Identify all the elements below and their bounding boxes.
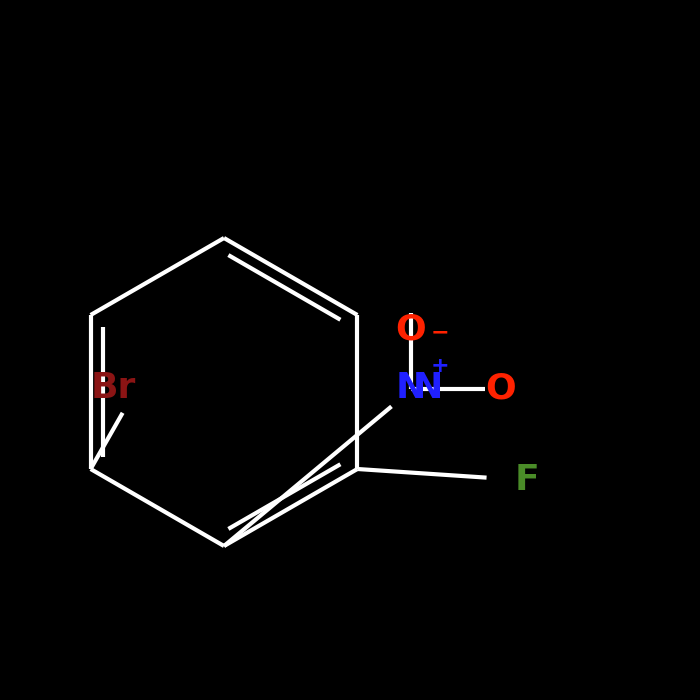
Text: O: O — [485, 372, 516, 405]
Text: −: − — [430, 323, 449, 343]
Text: O: O — [395, 313, 426, 347]
Text: +: + — [430, 356, 449, 376]
Text: F: F — [514, 463, 539, 496]
Text: Br: Br — [91, 372, 136, 405]
Text: N: N — [395, 372, 426, 405]
Text: N: N — [413, 372, 443, 405]
